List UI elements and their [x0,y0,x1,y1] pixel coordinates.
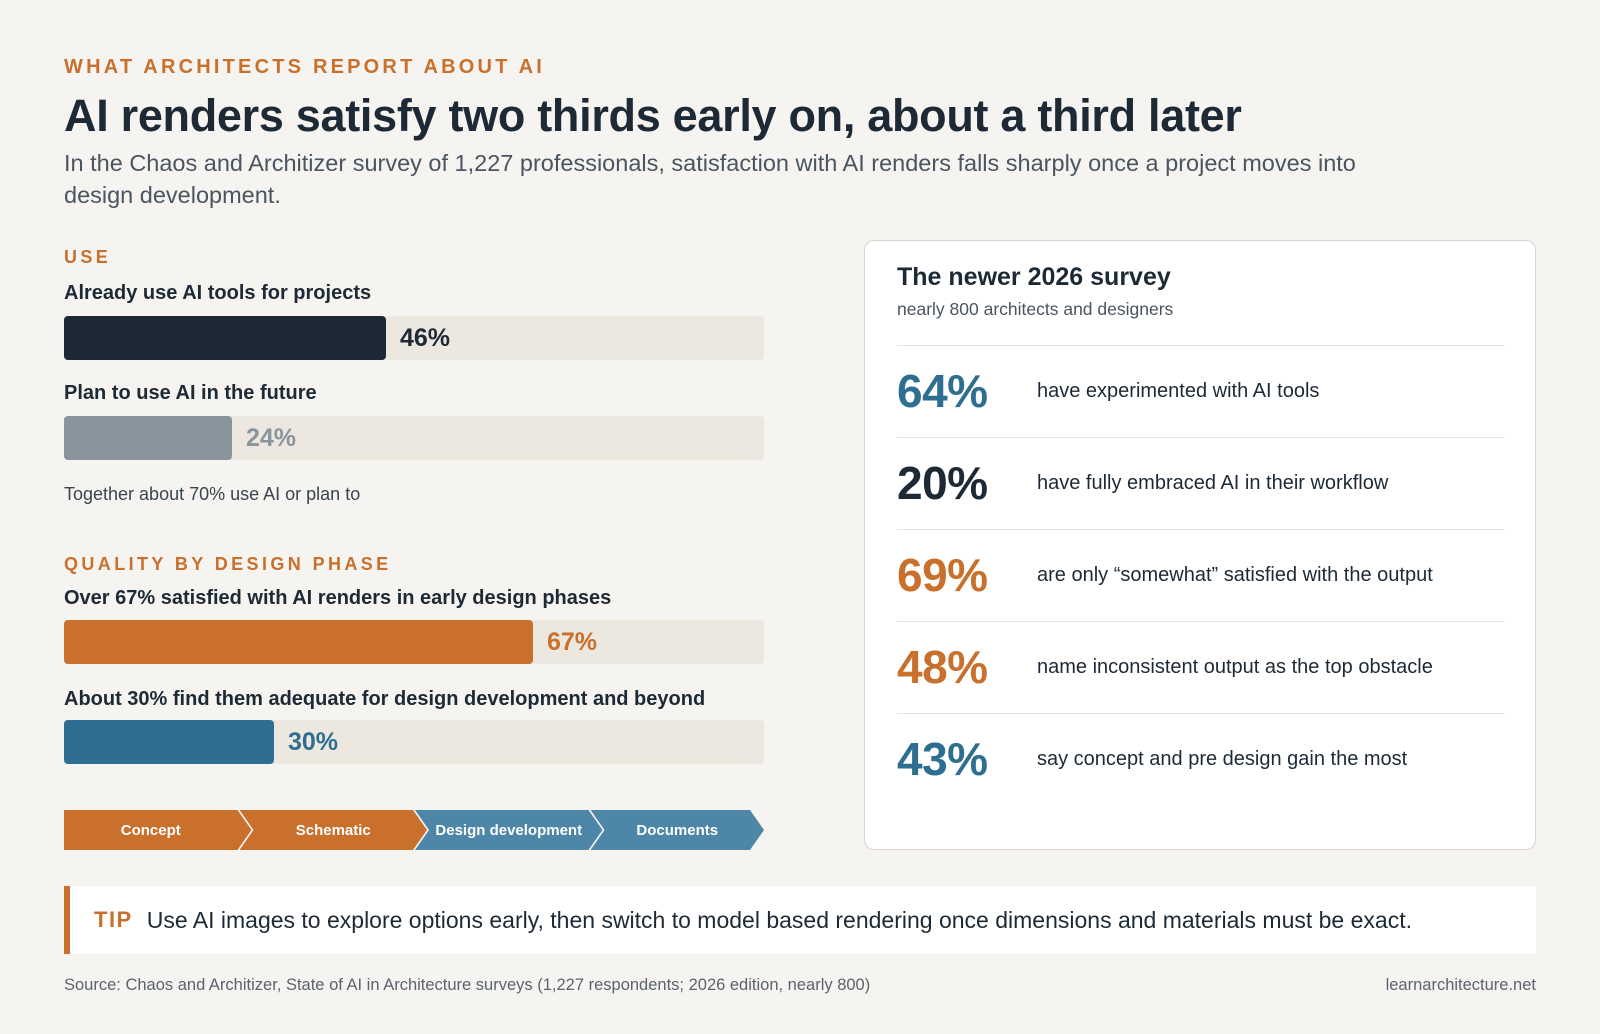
bar-track-already-use: 46% [64,316,764,360]
stat-text: have experimented with AI tools [1037,380,1320,402]
bar-early-phases [64,620,533,664]
use-note: Together about 70% use AI or plan to [64,484,361,504]
eyebrow: WHAT ARCHITECTS REPORT ABOUT AI [64,56,546,78]
phase-schematic: Schematic [239,810,427,850]
phase-chevrons: Concept Schematic Design development Doc… [64,810,764,850]
bar-plan-to-use [64,416,232,460]
value-label-early-phases: 67% [547,628,598,656]
tip-banner: TIP Use AI images to explore options ear… [64,886,1536,954]
value-label-plan-to-use: 24% [246,424,297,452]
value-label-design-development: 30% [288,728,339,756]
bar-already-use [64,316,386,360]
stat-row: 43% say concept and pre design gain the … [897,713,1505,805]
phase-documents: Documents [590,810,764,850]
section-label-quality: QUALITY BY DESIGN PHASE [64,554,392,574]
page-subtitle: In the Chaos and Architizer survey of 1,… [64,150,1356,208]
card-subtitle: nearly 800 architects and designers [897,299,1174,319]
stat-row: 48% name inconsistent output as the top … [897,621,1505,713]
bar-label-already-use: Already use AI tools for projects [64,282,372,304]
stat-value: 64% [897,365,988,417]
phase-design-development: Design development [415,810,603,850]
source-note: Source: Chaos and Architizer, State of A… [64,976,871,994]
stat-value: 43% [897,733,988,785]
bar-track-plan-to-use: 24% [64,416,764,460]
bar-label-design-development: About 30% find them adequate for design … [64,688,706,710]
stat-text: have fully embraced AI in their workflow [1037,472,1389,494]
page-title: AI renders satisfy two thirds early on, … [64,90,1242,141]
stat-text: say concept and pre design gain the most [1037,748,1408,770]
bar-label-plan-to-use: Plan to use AI in the future [64,382,317,404]
bar-label-early-phases: Over 67% satisfied with AI renders in ea… [64,587,612,609]
stat-value: 48% [897,641,988,693]
stat-row: 64% have experimented with AI tools [897,345,1505,437]
phase-concept: Concept [64,810,252,850]
stat-text: name inconsistent output as the top obst… [1037,656,1433,678]
card-title: The newer 2026 survey [897,263,1171,291]
section-label-use: USE [64,247,112,267]
tip-text: Use AI images to explore options early, … [146,906,1412,933]
stat-value: 20% [897,457,988,509]
stat-value: 69% [897,549,988,601]
survey-card: The newer 2026 survey nearly 800 archite… [864,240,1536,850]
bar-track-design-development: 30% [64,720,764,764]
stat-row: 69% are only “somewhat” satisfied with t… [897,529,1505,621]
site-credit: learnarchitecture.net [1385,976,1536,994]
value-label-already-use: 46% [400,324,451,352]
stat-text: are only “somewhat” satisfied with the o… [1037,564,1433,586]
tip-label: TIP [94,907,133,932]
bar-design-development [64,720,274,764]
bar-track-early-phases: 67% [64,620,764,664]
stat-row: 20% have fully embraced AI in their work… [897,437,1505,529]
